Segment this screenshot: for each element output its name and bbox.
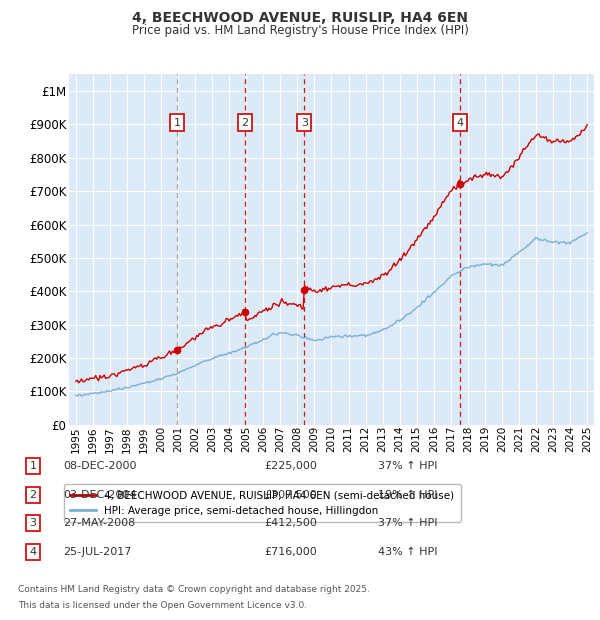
Text: This data is licensed under the Open Government Licence v3.0.: This data is licensed under the Open Gov… [18,601,307,610]
Text: 2: 2 [241,118,248,128]
Text: 25-JUL-2017: 25-JUL-2017 [63,547,131,557]
Text: £716,000: £716,000 [264,547,317,557]
Text: 1: 1 [173,118,181,128]
Text: 19% ↑ HPI: 19% ↑ HPI [378,490,437,500]
Text: 03-DEC-2004: 03-DEC-2004 [63,490,137,500]
Text: Price paid vs. HM Land Registry's House Price Index (HPI): Price paid vs. HM Land Registry's House … [131,24,469,37]
Text: 37% ↑ HPI: 37% ↑ HPI [378,518,437,528]
Text: 3: 3 [29,518,37,528]
Text: 1: 1 [29,461,37,471]
Text: Contains HM Land Registry data © Crown copyright and database right 2025.: Contains HM Land Registry data © Crown c… [18,585,370,595]
Text: 08-DEC-2000: 08-DEC-2000 [63,461,137,471]
Text: 4, BEECHWOOD AVENUE, RUISLIP, HA4 6EN: 4, BEECHWOOD AVENUE, RUISLIP, HA4 6EN [132,11,468,25]
Text: 43% ↑ HPI: 43% ↑ HPI [378,547,437,557]
Text: £412,500: £412,500 [264,518,317,528]
Text: 4: 4 [29,547,37,557]
Text: 37% ↑ HPI: 37% ↑ HPI [378,461,437,471]
Text: 4: 4 [457,118,464,128]
Legend: 4, BEECHWOOD AVENUE, RUISLIP, HA4 6EN (semi-detached house), HPI: Average price,: 4, BEECHWOOD AVENUE, RUISLIP, HA4 6EN (s… [64,484,461,522]
Text: 2: 2 [29,490,37,500]
Text: £225,000: £225,000 [264,461,317,471]
Text: £307,500: £307,500 [264,490,317,500]
Text: 27-MAY-2008: 27-MAY-2008 [63,518,135,528]
Text: 3: 3 [301,118,308,128]
